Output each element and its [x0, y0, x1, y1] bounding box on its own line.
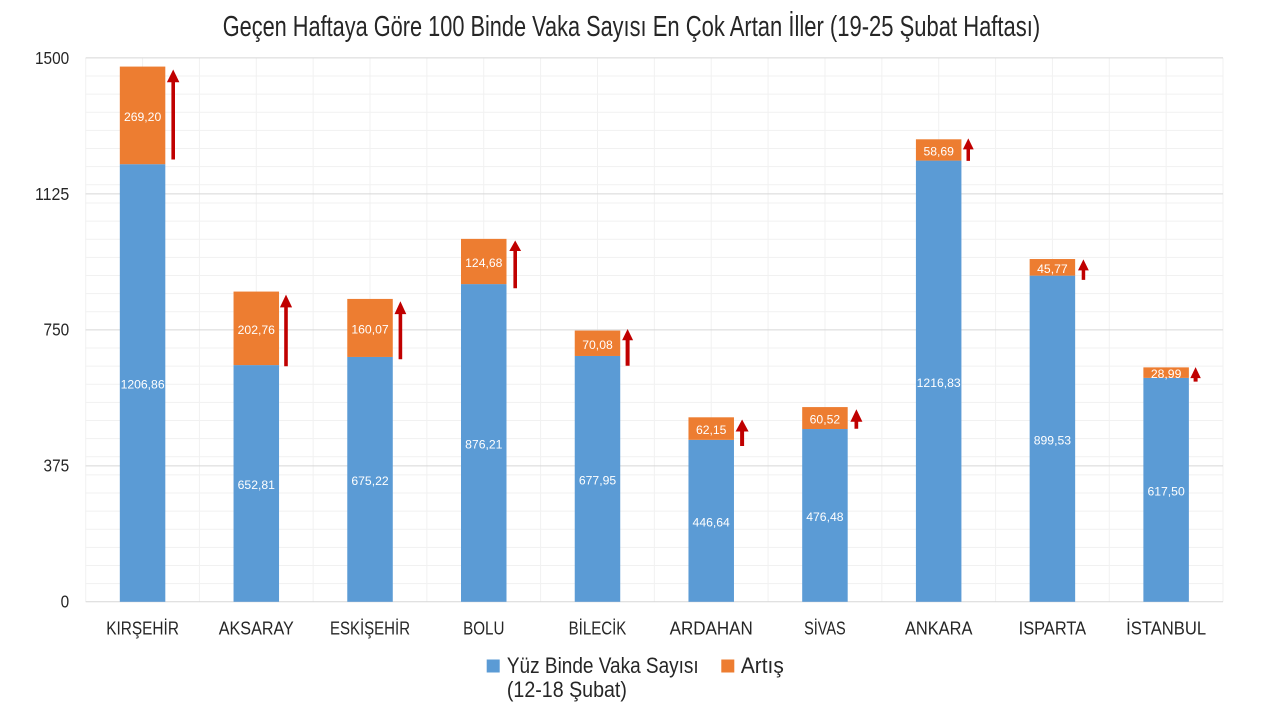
svg-text:45,77: 45,77: [1037, 262, 1068, 276]
svg-text:ESKİŞEHİR: ESKİŞEHİR: [330, 618, 410, 639]
svg-text:160,07: 160,07: [351, 323, 388, 337]
svg-text:BİLECİK: BİLECİK: [569, 618, 627, 639]
svg-text:KIRŞEHİR: KIRŞEHİR: [106, 618, 179, 639]
svg-text:62,15: 62,15: [696, 423, 727, 437]
svg-text:1216,83: 1216,83: [917, 376, 961, 390]
svg-text:İSTANBUL: İSTANBUL: [1126, 618, 1206, 639]
svg-text:BOLU: BOLU: [463, 618, 504, 639]
svg-text:En Çok Artan İller (19-25 Şuba: En Çok Artan İller (19-25 Şubat Haftası): [653, 10, 1040, 43]
svg-text:70,08: 70,08: [582, 338, 613, 352]
svg-text:1125: 1125: [35, 184, 69, 204]
svg-text:58,69: 58,69: [923, 145, 954, 159]
svg-text:1206,86: 1206,86: [121, 378, 165, 392]
svg-text:876,21: 876,21: [465, 438, 502, 452]
svg-text:899,53: 899,53: [1034, 433, 1071, 447]
svg-text:750: 750: [44, 320, 70, 340]
svg-text:446,64: 446,64: [693, 515, 730, 529]
svg-text:202,76: 202,76: [238, 323, 275, 337]
svg-text:617,50: 617,50: [1147, 484, 1184, 498]
svg-text:Geçen Haftaya Göre 100 Binde V: Geçen Haftaya Göre 100 Binde Vaka Sayısı: [223, 11, 647, 43]
svg-text:ISPARTA: ISPARTA: [1019, 618, 1087, 639]
svg-text:Artış: Artış: [741, 653, 784, 678]
svg-text:28,99: 28,99: [1151, 367, 1182, 381]
svg-text:0: 0: [61, 592, 70, 612]
svg-text:Yüz Binde Vaka Sayısı: Yüz Binde Vaka Sayısı: [507, 653, 699, 678]
svg-text:1500: 1500: [35, 48, 69, 68]
svg-text:(12-18 Şubat): (12-18 Şubat): [507, 677, 627, 702]
svg-text:ANKARA: ANKARA: [905, 618, 973, 639]
svg-text:269,20: 269,20: [124, 110, 161, 124]
svg-text:SİVAS: SİVAS: [804, 618, 846, 639]
svg-text:124,68: 124,68: [465, 256, 502, 270]
svg-text:375: 375: [44, 456, 70, 476]
svg-text:ARDAHAN: ARDAHAN: [670, 618, 753, 639]
svg-text:476,48: 476,48: [806, 510, 843, 524]
svg-text:675,22: 675,22: [351, 474, 388, 488]
svg-text:60,52: 60,52: [810, 413, 841, 427]
svg-text:AKSARAY: AKSARAY: [219, 618, 294, 639]
svg-text:677,95: 677,95: [579, 474, 616, 488]
svg-text:652,81: 652,81: [238, 478, 275, 492]
